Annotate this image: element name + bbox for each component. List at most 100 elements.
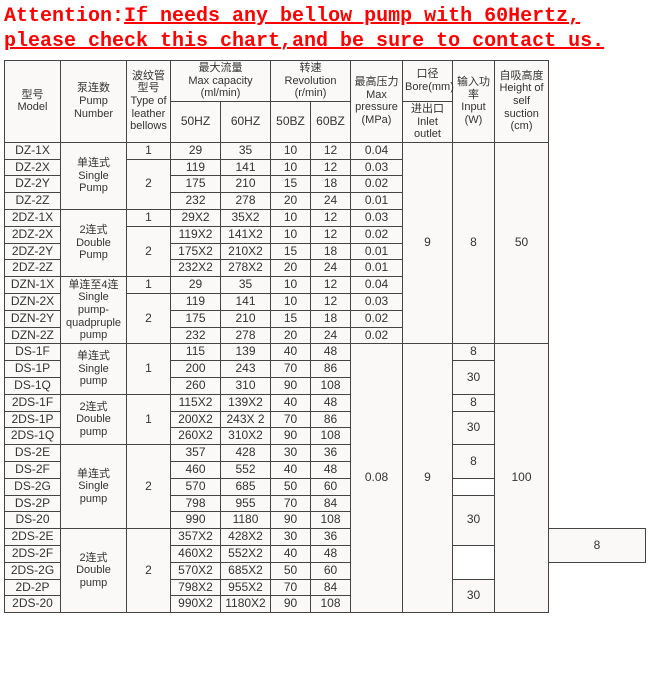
mpa: 0.03 — [351, 210, 403, 227]
hdr-pumpnum: 泵连数Pump Number — [61, 61, 127, 143]
hdr-suction: 自吸高度Height of self suction (cm) — [495, 61, 549, 143]
mpa: 0.08 — [351, 344, 403, 613]
cap60: 141 — [221, 159, 271, 176]
rev50: 40 — [271, 344, 311, 361]
table-row: DZ-1X单连式SinglePump1293510120.049850 — [5, 142, 646, 159]
mpa: 0.02 — [351, 310, 403, 327]
hdr-bore: 口径Bore(mm) — [403, 61, 453, 102]
rev60: 48 — [311, 344, 351, 361]
rev60: 48 — [311, 394, 351, 411]
cap50: 570X2 — [171, 562, 221, 579]
model: 2DS-2G — [5, 562, 61, 579]
cap60: 278 — [221, 327, 271, 344]
model: DZ-2X — [5, 159, 61, 176]
rev60: 108 — [311, 512, 351, 529]
hdr-cap50: 50HZ — [171, 101, 221, 142]
input: 30 — [453, 579, 495, 613]
input: 30 — [453, 361, 495, 395]
hdr-maxcap: 最大流量Max capacity (ml/min) — [171, 61, 271, 102]
rev50: 40 — [271, 461, 311, 478]
cap60: 139X2 — [221, 394, 271, 411]
rev60: 86 — [311, 411, 351, 428]
model: DZN-2Y — [5, 310, 61, 327]
cap50: 232X2 — [171, 260, 221, 277]
model: DZ-1X — [5, 142, 61, 159]
cap50: 119 — [171, 159, 221, 176]
model: DZN-2Z — [5, 327, 61, 344]
cap50: 460X2 — [171, 545, 221, 562]
bellows: 2 — [127, 294, 171, 344]
model: 2DZ-2Z — [5, 260, 61, 277]
rev60: 108 — [311, 428, 351, 445]
rev60: 24 — [311, 193, 351, 210]
input: 8 — [453, 445, 495, 479]
mpa: 0.01 — [351, 193, 403, 210]
cap50: 357 — [171, 445, 221, 462]
model: 2DS-2E — [5, 529, 61, 546]
cap60: 1180 — [221, 512, 271, 529]
hdr-rev50: 50BZ — [271, 101, 311, 142]
cap50: 798X2 — [171, 579, 221, 596]
bellows: 2 — [127, 226, 171, 276]
rev50: 90 — [271, 596, 311, 613]
model: 2DS-2F — [5, 545, 61, 562]
rev50: 30 — [271, 445, 311, 462]
model: DZN-2X — [5, 294, 61, 311]
rev50: 70 — [271, 411, 311, 428]
model: 2D-2P — [5, 579, 61, 596]
rev50: 15 — [271, 310, 311, 327]
table-header: 型号Model 泵连数Pump Number 波纹管型号Type of leat… — [5, 61, 646, 143]
cap50: 119X2 — [171, 226, 221, 243]
model: 2DZ-2X — [5, 226, 61, 243]
bellows: 2 — [127, 529, 171, 613]
model: DS-2F — [5, 461, 61, 478]
rev60: 36 — [311, 445, 351, 462]
cap60: 552 — [221, 461, 271, 478]
mpa: 0.02 — [351, 327, 403, 344]
input: 30 — [453, 411, 495, 445]
input: 8 — [453, 142, 495, 344]
rev50: 40 — [271, 545, 311, 562]
pump-type: 单连式SinglePump — [61, 142, 127, 209]
cap50: 990X2 — [171, 596, 221, 613]
bellows: 2 — [127, 159, 171, 209]
model: 2DZ-1X — [5, 210, 61, 227]
cap50: 200 — [171, 361, 221, 378]
mpa: 0.04 — [351, 142, 403, 159]
cap60: 278X2 — [221, 260, 271, 277]
cap50: 29X2 — [171, 210, 221, 227]
cap50: 119 — [171, 294, 221, 311]
pump-type: 2连式Doublepump — [61, 529, 127, 613]
rev50: 20 — [271, 193, 311, 210]
rev60: 108 — [311, 378, 351, 395]
model: DZN-1X — [5, 277, 61, 294]
mpa: 0.02 — [351, 226, 403, 243]
rev60: 18 — [311, 176, 351, 193]
model: DZ-2Y — [5, 176, 61, 193]
table-row: 2DZ-1X2连式DoublePump129X235X210120.03 — [5, 210, 646, 227]
pump-type: 单连式Singlepump — [61, 445, 127, 529]
input: 30 — [453, 495, 495, 545]
bore: 9 — [403, 344, 453, 613]
hdr-bellows: 波纹管型号Type of leather bellows — [127, 61, 171, 143]
model: DS-1F — [5, 344, 61, 361]
cap60: 243 — [221, 361, 271, 378]
mpa: 0.01 — [351, 243, 403, 260]
rev60: 60 — [311, 478, 351, 495]
hdr-maxp: 最高压力Max pressure (MPa) — [351, 61, 403, 143]
hdr-input: 输入功率Input (W) — [453, 61, 495, 143]
rev50: 15 — [271, 176, 311, 193]
hdr-rev: 转速Revolution (r/min) — [271, 61, 351, 102]
cap50: 232 — [171, 327, 221, 344]
rev60: 84 — [311, 579, 351, 596]
cap50: 232 — [171, 193, 221, 210]
table-row: 2DS-2E2连式Doublepump2357X2428X230368 — [5, 529, 646, 546]
cap50: 990 — [171, 512, 221, 529]
cap60: 141X2 — [221, 226, 271, 243]
rev60: 12 — [311, 226, 351, 243]
bore: 9 — [403, 142, 453, 344]
rev50: 15 — [271, 243, 311, 260]
cap50: 260X2 — [171, 428, 221, 445]
rev50: 30 — [271, 529, 311, 546]
rev60: 24 — [311, 260, 351, 277]
